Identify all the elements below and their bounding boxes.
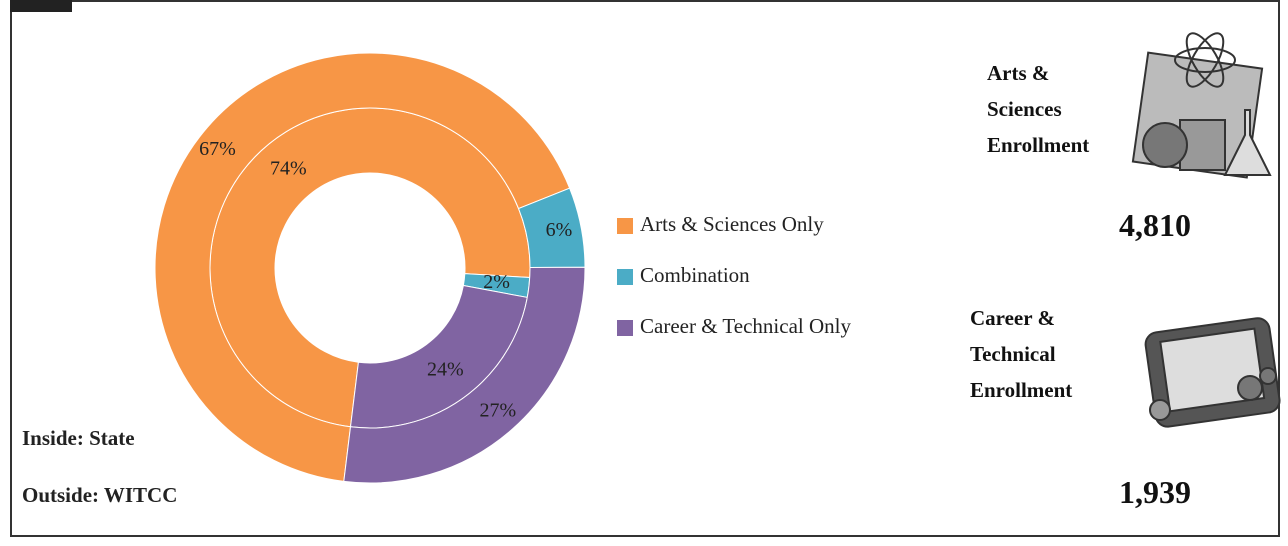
- outer-ring-note: Outside: WITCC: [22, 483, 177, 507]
- data-label: 74%: [270, 158, 307, 180]
- legend-label: Arts & Sciences Only: [640, 212, 824, 236]
- data-label: 67%: [199, 138, 236, 160]
- frame: [10, 0, 1280, 537]
- data-label: 6%: [546, 219, 573, 241]
- legend-swatch: [617, 269, 633, 285]
- donut-segment: [154, 52, 571, 482]
- tab: [10, 0, 72, 12]
- data-label: 2%: [483, 271, 510, 293]
- legend-swatch: [617, 218, 633, 234]
- legend-label: Combination: [640, 263, 750, 287]
- tools-icon: [1144, 317, 1281, 428]
- legend-label: Career & Technical Only: [640, 314, 851, 338]
- legend-swatch: [617, 320, 633, 336]
- data-label: 24%: [427, 358, 464, 380]
- donut: [154, 52, 586, 484]
- card-count: 1,939: [1119, 474, 1191, 510]
- card-title: Arts & Sciences Enrollment: [987, 61, 1090, 157]
- data-label: 27%: [479, 400, 516, 422]
- card-count: 4,810: [1119, 207, 1191, 243]
- donut-segment: [343, 266, 586, 484]
- card-title: Career & Technical Enrollment: [970, 306, 1073, 402]
- science-icon: [1131, 32, 1272, 179]
- inner-ring-note: Inside: State: [22, 426, 135, 450]
